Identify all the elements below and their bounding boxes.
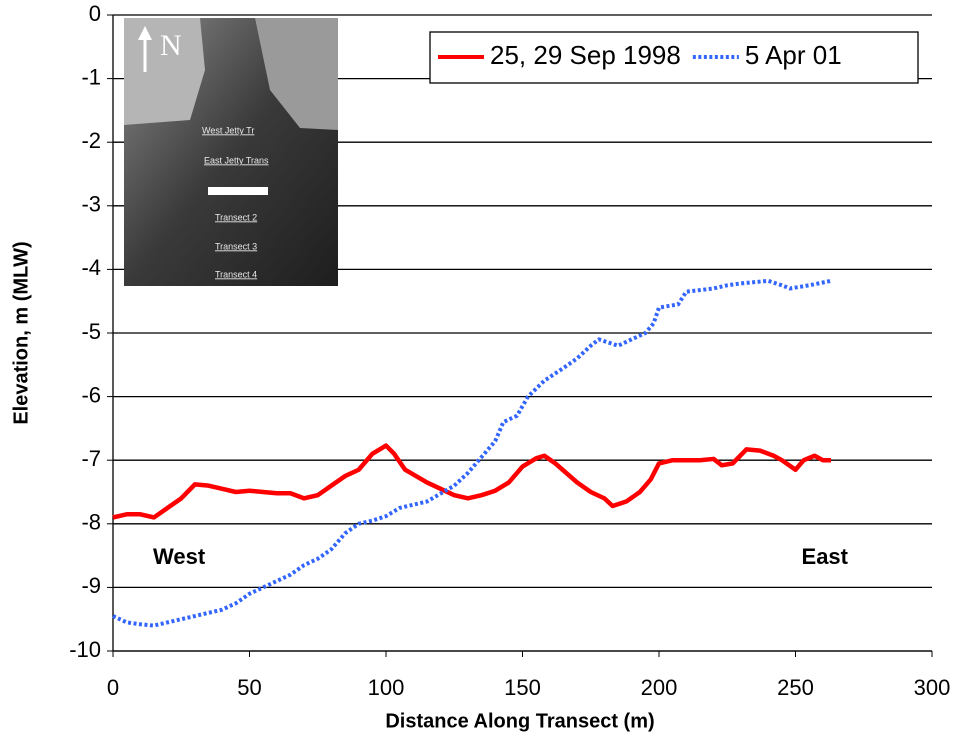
inset-photo: N West Jetty Tr East Jetty Trans Transect 2… (124, 18, 338, 286)
legend: 25, 29 Sep 1998 5 Apr 01 (429, 31, 919, 84)
inset-label: Transect 3 (215, 241, 257, 251)
y-axis-label: Elevation, m (MLW) (10, 241, 32, 424)
inset-label: Transect 4 (215, 269, 257, 279)
inset-label: Transect 2 (215, 212, 257, 222)
annotation: East (802, 544, 849, 569)
x-tick-label: 150 (504, 675, 541, 700)
y-tick-label: -10 (69, 637, 101, 662)
inset-label: N (160, 29, 182, 62)
y-tick-label: -3 (81, 192, 101, 217)
x-tick-label: 250 (777, 675, 814, 700)
y-tick-label: -7 (81, 446, 101, 471)
series-line (112, 443, 831, 520)
scale-bar (208, 187, 268, 195)
series-line (112, 278, 832, 628)
x-tick-label: 50 (237, 675, 261, 700)
x-axis-label: Distance Along Transect (m) (385, 710, 654, 732)
inset-label: East Jetty Trans (204, 155, 269, 165)
y-tick-label: -4 (81, 255, 101, 280)
east-jetty (255, 18, 338, 130)
inset-label: West Jetty Tr (202, 125, 254, 135)
y-tick-label: -9 (81, 573, 101, 598)
legend-label: 25, 29 Sep 1998 (490, 40, 681, 70)
y-tick-label: -1 (81, 64, 101, 89)
x-tick-label: 0 (107, 675, 119, 700)
legend-label: 5 Apr 01 (745, 40, 842, 70)
y-tick-label: 0 (89, 1, 101, 26)
x-tick-label: 100 (368, 675, 405, 700)
annotation: West (153, 544, 206, 569)
y-tick-label: -2 (81, 128, 101, 153)
y-tick-label: -5 (81, 319, 101, 344)
x-tick-label: 200 (641, 675, 678, 700)
legend-box (429, 31, 919, 84)
north-arrow-head (138, 26, 152, 40)
y-tick-label: -8 (81, 510, 101, 535)
x-tick-label: 300 (914, 675, 951, 700)
y-tick-label: -6 (81, 382, 101, 407)
